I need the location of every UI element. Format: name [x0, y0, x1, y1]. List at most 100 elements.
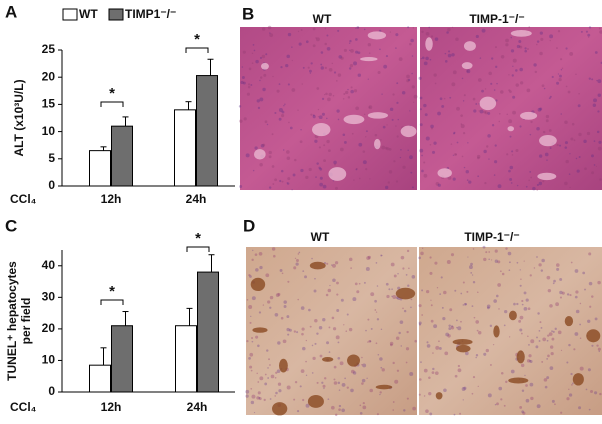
- texture-dot: [327, 149, 331, 153]
- texture-dot: [341, 383, 346, 387]
- texture-dot: [327, 288, 332, 293]
- texture-dot: [466, 70, 469, 73]
- texture-dot: [421, 314, 424, 316]
- texture-dot: [574, 295, 578, 299]
- texture-dot: [406, 249, 410, 253]
- texture-dot: [538, 340, 541, 342]
- significance-bracket: [186, 246, 210, 252]
- texture-dot: [471, 305, 474, 308]
- texture-dot: [312, 44, 316, 48]
- texture-dot: [510, 36, 513, 39]
- texture-dot: [516, 302, 519, 306]
- texture-dot: [430, 319, 434, 323]
- texture-dot: [542, 337, 547, 342]
- texture-dot: [544, 152, 549, 157]
- texture-dot: [503, 404, 506, 407]
- texture-dot: [527, 335, 529, 338]
- texture-dot: [381, 254, 383, 257]
- texture-dot: [322, 317, 326, 322]
- texture-dot: [299, 385, 302, 388]
- texture-dot: [541, 258, 545, 263]
- texture-dot: [362, 160, 367, 165]
- texture-dot: [437, 183, 441, 187]
- texture-dot: [504, 309, 508, 314]
- texture-dot: [447, 53, 452, 58]
- texture-dot: [578, 92, 580, 95]
- texture-dot: [481, 89, 484, 93]
- texture-dot: [338, 55, 343, 59]
- texture-dot: [260, 143, 265, 148]
- texture-dot: [367, 318, 370, 321]
- texture-dot: [419, 378, 422, 381]
- texture-dot: [591, 78, 594, 81]
- texture-dot: [443, 290, 447, 295]
- texture-dot: [425, 56, 429, 61]
- texture-dot: [519, 67, 523, 72]
- texture-dot: [391, 295, 393, 298]
- texture-dot: [279, 269, 283, 272]
- texture-dot: [300, 369, 305, 373]
- texture-dot: [365, 136, 367, 138]
- texture-blob: [564, 316, 574, 327]
- texture-dot: [314, 318, 318, 323]
- texture-dot: [273, 254, 276, 258]
- texture-dot: [423, 161, 426, 164]
- texture-dot: [266, 349, 269, 352]
- texture-dot: [355, 168, 358, 171]
- texture-blob: [586, 329, 601, 343]
- texture-dot: [538, 329, 541, 332]
- texture-dot: [395, 47, 397, 49]
- texture-dot: [385, 282, 389, 286]
- texture-dot: [365, 130, 368, 133]
- x-tick-label: 24h: [187, 400, 208, 414]
- texture-dot: [421, 30, 424, 34]
- texture-dot: [305, 175, 309, 180]
- texture-dot: [368, 339, 372, 343]
- texture-dot: [389, 31, 392, 33]
- texture-dot: [335, 335, 340, 340]
- texture-dot: [428, 392, 432, 396]
- texture-dot: [453, 413, 456, 416]
- texture-dot: [485, 251, 488, 254]
- texture-dot: [274, 395, 277, 397]
- texture-dot: [536, 40, 540, 43]
- texture-dot: [574, 269, 579, 273]
- texture-dot: [497, 184, 502, 189]
- texture-dot: [486, 306, 490, 310]
- texture-dot: [317, 115, 320, 118]
- texture-dot: [433, 73, 437, 77]
- texture-dot: [455, 153, 458, 156]
- texture-dot: [255, 59, 259, 64]
- texture-dot: [294, 380, 298, 384]
- texture-dot: [386, 294, 390, 299]
- texture-dot: [549, 39, 551, 42]
- texture-dot: [455, 37, 459, 41]
- texture-dot: [419, 108, 422, 111]
- texture-dot: [339, 361, 344, 366]
- texture-dot: [326, 46, 331, 51]
- texture-dot: [436, 287, 439, 289]
- texture-dot: [297, 109, 299, 111]
- texture-dot: [580, 30, 583, 33]
- texture-dot: [523, 291, 527, 295]
- texture-dot: [527, 48, 529, 50]
- texture-dot: [411, 72, 413, 75]
- texture-dot: [598, 140, 602, 144]
- texture-dot: [250, 84, 253, 86]
- texture-dot: [591, 154, 594, 158]
- texture-dot: [359, 404, 362, 407]
- texture-dot: [400, 345, 402, 347]
- texture-dot: [241, 76, 245, 79]
- texture-dot: [574, 332, 579, 336]
- texture-dot: [501, 272, 505, 276]
- texture-dot: [530, 396, 534, 401]
- texture-dot: [245, 394, 249, 398]
- texture-dot: [568, 393, 573, 397]
- texture-dot: [493, 299, 497, 303]
- texture-blob: [461, 62, 473, 70]
- texture-dot: [489, 324, 493, 328]
- texture-dot: [323, 377, 327, 380]
- texture-dot: [584, 167, 587, 171]
- texture-dot: [473, 109, 477, 113]
- texture-dot: [522, 411, 526, 415]
